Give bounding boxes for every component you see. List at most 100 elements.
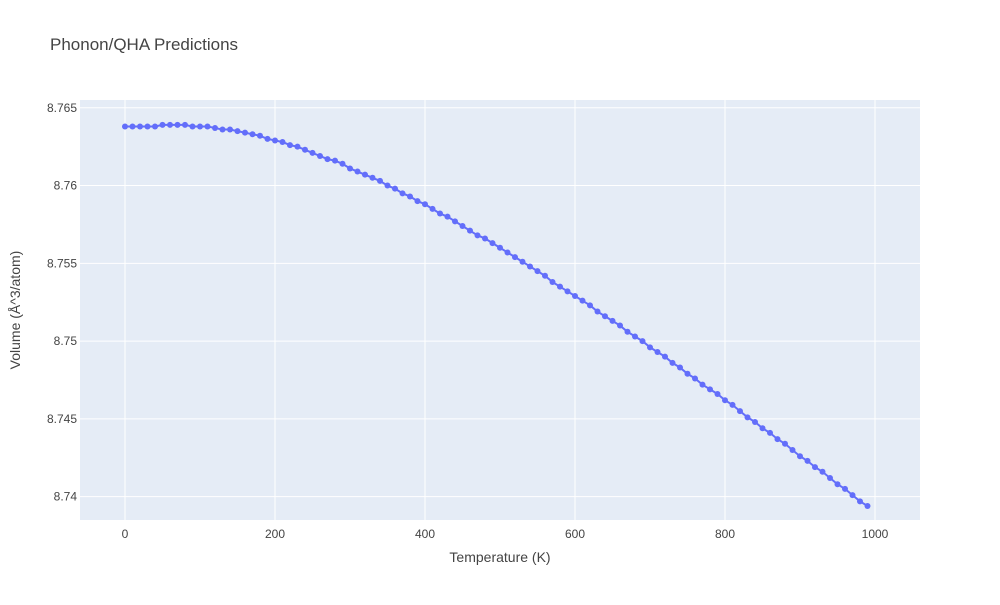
data-point: [639, 338, 646, 345]
data-point: [392, 185, 398, 192]
data-point: [384, 182, 391, 189]
data-point: [182, 121, 188, 128]
data-point: [212, 125, 218, 131]
data-point: [774, 436, 781, 443]
data-point: [437, 210, 443, 217]
data-point: [864, 503, 871, 509]
data-point: [707, 386, 713, 393]
data-point: [572, 293, 578, 299]
data-point: [714, 391, 721, 397]
data-point: [729, 401, 736, 408]
data-point: [827, 475, 833, 481]
x-tick-label: 1000: [862, 527, 889, 541]
data-point: [317, 153, 323, 159]
data-point: [834, 481, 841, 488]
data-point: [429, 205, 436, 212]
data-point: [579, 297, 586, 304]
data-point: [444, 213, 451, 220]
data-point: [204, 123, 211, 130]
y-tick-label: 8.755: [47, 256, 77, 270]
data-point: [542, 272, 548, 279]
data-point: [249, 131, 256, 138]
data-point: [632, 333, 638, 340]
data-point: [257, 132, 263, 139]
x-tick-label: 200: [265, 527, 285, 541]
data-point: [324, 156, 331, 163]
data-point: [459, 223, 466, 229]
data-point: [452, 218, 458, 225]
data-point: [557, 283, 563, 290]
data-point: [497, 244, 503, 251]
data-point: [174, 121, 181, 128]
data-point: [752, 419, 758, 425]
data-point: [519, 258, 526, 265]
data-point: [527, 263, 533, 270]
data-point: [782, 440, 788, 447]
data-point: [677, 364, 683, 371]
data-point: [189, 123, 196, 130]
data-point: [332, 157, 338, 164]
data-point: [594, 308, 601, 315]
data-point: [564, 288, 571, 295]
data-point: [122, 123, 128, 130]
y-tick-label: 8.745: [47, 412, 77, 426]
data-point: [692, 375, 698, 382]
data-point: [722, 397, 728, 404]
y-tick-label: 8.765: [47, 101, 77, 115]
data-point: [137, 123, 143, 130]
data-point: [407, 193, 413, 200]
y-axis-title: Volume (Å^3/atom): [7, 251, 23, 370]
data-point: [767, 429, 773, 436]
data-point: [797, 453, 803, 460]
data-point: [737, 408, 743, 415]
data-point: [414, 198, 421, 205]
data-point: [662, 353, 668, 360]
data-point: [474, 232, 481, 239]
y-tick-label: 8.74: [54, 490, 78, 504]
data-point: [789, 447, 796, 453]
x-tick-label: 600: [565, 527, 585, 541]
data-point: [339, 160, 346, 167]
data-point: [234, 128, 241, 135]
data-point: [294, 143, 301, 150]
data-point: [279, 139, 286, 145]
data-point: [369, 174, 376, 181]
data-point: [152, 123, 158, 130]
grid-layer: [80, 100, 920, 520]
data-point: [819, 468, 826, 475]
data-point: [347, 165, 353, 172]
data-point: [467, 227, 473, 234]
data-point: [654, 349, 661, 355]
tick-layer: 0 200 400 600 800 1000 8.74 8.745 8.75 8.755 8.76 8…: [47, 101, 889, 541]
x-tick-label: 0: [122, 527, 129, 541]
data-point: [482, 235, 488, 242]
x-tick-label: 400: [415, 527, 435, 541]
data-point: [167, 121, 173, 128]
data-point: [512, 254, 518, 261]
x-tick-label: 800: [715, 527, 735, 541]
data-point: [264, 135, 271, 142]
data-point: [759, 425, 766, 432]
data-point: [362, 171, 368, 178]
data-point: [159, 121, 166, 128]
data-point: [617, 322, 623, 329]
data-point: [399, 190, 406, 197]
y-tick-label: 8.76: [54, 179, 78, 193]
data-point: [602, 313, 608, 320]
series-line: [125, 123, 869, 507]
data-point: [857, 498, 863, 505]
data-point: [587, 302, 593, 309]
data-point: [684, 370, 691, 377]
data-point: [647, 344, 653, 351]
data-point: [624, 328, 631, 335]
data-point: [489, 240, 496, 247]
data-point: [309, 149, 316, 156]
data-point: [302, 146, 308, 153]
data-point: [669, 359, 676, 366]
data-point: [377, 177, 383, 184]
plot-area: [80, 100, 920, 520]
data-point: [842, 485, 848, 492]
data-point: [197, 123, 203, 130]
